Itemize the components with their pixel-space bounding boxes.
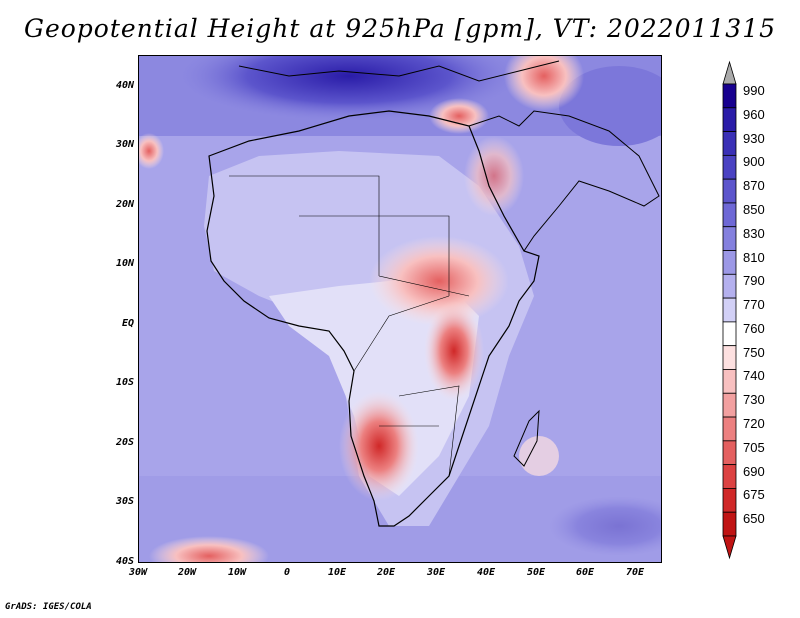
colorbar-swatch bbox=[722, 226, 737, 251]
lon-label: 40E bbox=[476, 567, 496, 578]
colorbar-under-arrow bbox=[722, 535, 737, 560]
colorbar-level-label: 830 bbox=[743, 225, 765, 241]
credit-text: GrADS: IGES/COLA bbox=[5, 602, 92, 612]
lon-label: 50E bbox=[526, 567, 546, 578]
colorbar-level-label: 900 bbox=[743, 154, 765, 170]
colorbar-over-arrow bbox=[722, 60, 737, 85]
colorbar-swatch bbox=[722, 202, 737, 228]
colorbar-swatch bbox=[722, 321, 737, 347]
lat-label: 40N bbox=[115, 80, 134, 91]
lon-label: 0 bbox=[283, 567, 291, 578]
colorbar-swatch bbox=[722, 250, 737, 275]
colorbar-swatch bbox=[722, 107, 737, 132]
lon-label: 10W bbox=[227, 567, 247, 578]
lat-label: EQ bbox=[121, 318, 134, 329]
colorbar-level-label: 770 bbox=[743, 297, 765, 313]
colorbar-swatch bbox=[722, 392, 737, 418]
colorbar-swatch bbox=[722, 488, 737, 513]
colorbar-swatch bbox=[722, 131, 737, 156]
lat-label: 10S bbox=[115, 377, 134, 388]
colorbar-level-label: 675 bbox=[743, 487, 765, 503]
colorbar-swatch bbox=[722, 440, 737, 466]
colorbar-swatch bbox=[722, 154, 737, 180]
colorbar-level-label: 750 bbox=[743, 344, 765, 360]
colorbar-swatch bbox=[722, 273, 737, 299]
colorbar-level-label: 730 bbox=[743, 392, 765, 408]
colorbar-swatch bbox=[722, 416, 737, 442]
colorbar-swatch bbox=[722, 464, 737, 489]
colorbar bbox=[722, 60, 737, 560]
lat-label: 20S bbox=[115, 437, 134, 448]
colorbar-swatch bbox=[722, 83, 737, 109]
colorbar-swatch bbox=[722, 178, 737, 204]
colorbar-swatch bbox=[722, 297, 737, 323]
colorbar-level-label: 760 bbox=[743, 320, 765, 336]
lon-label: 20W bbox=[177, 567, 197, 578]
colorbar-level-label: 705 bbox=[743, 439, 765, 455]
colorbar-level-label: 990 bbox=[743, 83, 765, 98]
lon-label: 70E bbox=[625, 567, 645, 578]
map-title: Geopotential Height at 925hPa [gpm], VT:… bbox=[23, 14, 777, 43]
colorbar-level-label: 960 bbox=[743, 106, 765, 122]
colorbar-level-label: 850 bbox=[743, 201, 765, 217]
lat-label: 10N bbox=[115, 258, 134, 269]
lon-label: 10E bbox=[327, 567, 347, 578]
lat-label: 40S bbox=[115, 556, 134, 567]
colorbar-swatch bbox=[722, 369, 737, 394]
colorbar-level-label: 650 bbox=[743, 511, 765, 527]
colorbar-level-label: 720 bbox=[743, 416, 765, 432]
lon-label: 30E bbox=[426, 567, 446, 578]
lon-label: 20E bbox=[376, 567, 396, 578]
colorbar-swatch bbox=[722, 345, 737, 370]
map-plot-area bbox=[138, 55, 662, 563]
colorbar-level-label: 930 bbox=[743, 130, 765, 146]
lon-label: 30W bbox=[128, 567, 148, 578]
colorbar-level-label: 870 bbox=[743, 178, 765, 194]
colorbar-level-label: 740 bbox=[743, 368, 765, 384]
colorbar-level-label: 690 bbox=[743, 463, 765, 479]
lon-label: 60E bbox=[575, 567, 595, 578]
lat-label: 30N bbox=[115, 139, 134, 150]
geopotential-field bbox=[139, 56, 661, 562]
colorbar-level-label: 810 bbox=[743, 249, 765, 265]
lat-label: 20N bbox=[115, 199, 134, 210]
colorbar-swatch bbox=[722, 511, 737, 537]
colorbar-level-label: 790 bbox=[743, 273, 765, 289]
lat-label: 30S bbox=[115, 496, 134, 507]
